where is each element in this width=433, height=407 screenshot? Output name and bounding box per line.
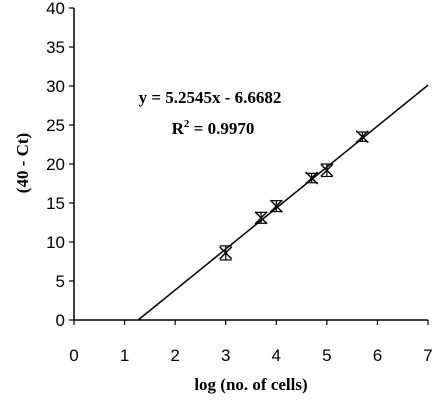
x-marker-b bbox=[355, 130, 369, 144]
y-axis-title: (40 - Ct) bbox=[13, 133, 32, 193]
y-tick-label: 5 bbox=[56, 272, 65, 291]
x-tick-label: 5 bbox=[322, 346, 331, 365]
x-marker-b bbox=[219, 246, 233, 260]
x-marker-b bbox=[320, 163, 334, 177]
y-tick-label: 40 bbox=[46, 0, 65, 18]
y-tick-label: 20 bbox=[46, 155, 65, 174]
y-tick-label: 15 bbox=[46, 194, 65, 213]
axes bbox=[73, 8, 428, 321]
x-tick-label: 0 bbox=[69, 346, 78, 365]
x-tick-label: 7 bbox=[423, 346, 432, 365]
data-point bbox=[320, 163, 334, 178]
y-tick-label: 30 bbox=[46, 77, 65, 96]
y-tick-label: 10 bbox=[46, 233, 65, 252]
data-point bbox=[219, 245, 233, 261]
x-tick-label: 4 bbox=[272, 346, 281, 365]
x-axis-title: log (no. of cells) bbox=[194, 375, 307, 394]
x-marker-b bbox=[305, 171, 319, 185]
r-squared-superscript: 2 bbox=[184, 118, 190, 130]
y-tick-label: 25 bbox=[46, 116, 65, 135]
y-tick-label: 0 bbox=[56, 311, 65, 330]
data-point bbox=[269, 199, 283, 213]
axis-ticks: 0 5 10 15 20 25 30 35 40 0 1 2 3 4 5 6 7 bbox=[46, 0, 433, 365]
x-tick-label: 2 bbox=[170, 346, 179, 365]
fit-line-group bbox=[137, 84, 429, 321]
x-tick-label: 3 bbox=[221, 346, 230, 365]
equation-label: y = 5.2545x - 6.6682 bbox=[139, 88, 282, 107]
x-marker-b bbox=[254, 211, 268, 225]
x-tick-label: 1 bbox=[120, 346, 129, 365]
r-squared-value: = 0.9970 bbox=[189, 119, 254, 138]
fit-line bbox=[137, 84, 429, 321]
data-points bbox=[219, 130, 369, 261]
y-tick-label: 35 bbox=[46, 38, 65, 57]
x-tick-label: 6 bbox=[373, 346, 382, 365]
data-point bbox=[305, 171, 319, 185]
r-squared-prefix: R bbox=[172, 119, 185, 138]
r-squared-label: R2 = 0.9970 bbox=[172, 118, 255, 138]
x-marker-b bbox=[269, 199, 283, 213]
data-point bbox=[355, 130, 369, 144]
data-point bbox=[254, 211, 268, 225]
